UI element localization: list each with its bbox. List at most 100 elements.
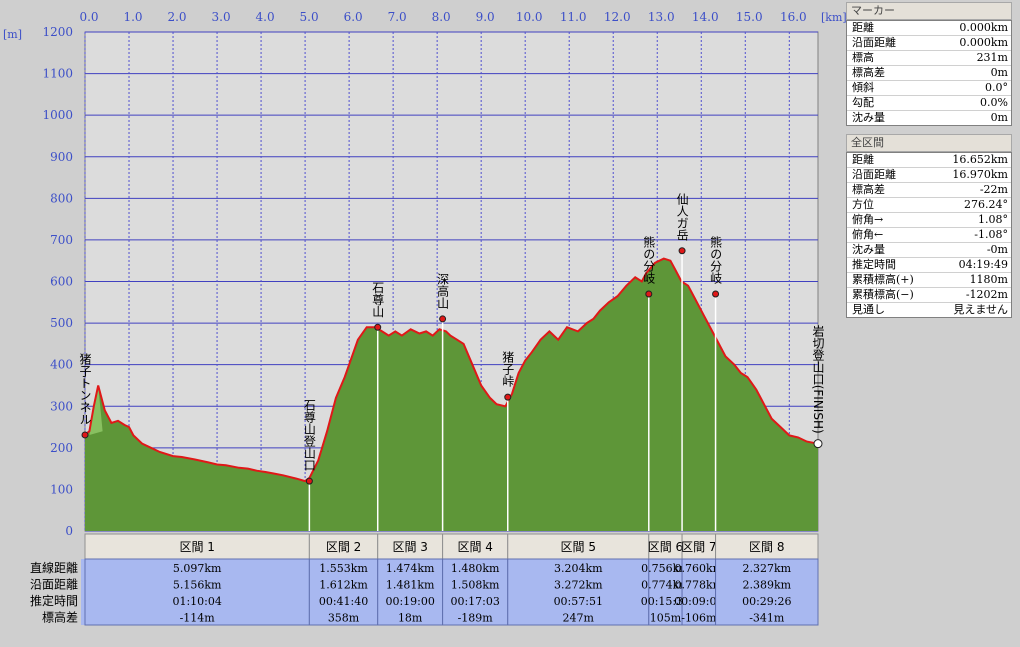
y-tick-label: 200 bbox=[50, 441, 73, 455]
marker-panel: マーカー 距離 0.000km 沿面距離 0.000km 標高 231m 標高差 0m 傾斜 0.… bbox=[846, 2, 1012, 126]
waypoint-label: 仙人ガ岳 bbox=[675, 192, 689, 240]
segment-value: 105m bbox=[650, 612, 682, 625]
marker-value: 0.000km bbox=[959, 21, 1008, 34]
total-row: 見通し 見えません bbox=[847, 303, 1011, 317]
marker-panel-title: マーカー bbox=[846, 2, 1012, 20]
x-tick-label: 7.0 bbox=[388, 10, 407, 24]
segment-body-cell bbox=[715, 558, 819, 626]
y-tick-label: 1100 bbox=[42, 67, 73, 81]
segment-value: 00:17:03 bbox=[450, 595, 499, 608]
marker-key: 標高 bbox=[852, 51, 874, 64]
segment-header-cell bbox=[377, 533, 444, 560]
marker-value: 231m bbox=[976, 51, 1008, 64]
x-tick-label: 15.0 bbox=[736, 10, 763, 24]
segment-value: -341m bbox=[749, 612, 785, 625]
marker-key: 傾斜 bbox=[852, 81, 874, 94]
segment-header-cell bbox=[507, 533, 650, 560]
total-value: 1180m bbox=[969, 273, 1008, 286]
x-axis-unit: [km] bbox=[821, 11, 846, 24]
total-value: 1.08° bbox=[978, 213, 1008, 226]
segment-body-cell bbox=[507, 558, 650, 626]
total-row: 方位 276.24° bbox=[847, 198, 1011, 213]
segment-value: 0.760km bbox=[675, 562, 724, 575]
segment-header-cell bbox=[648, 533, 683, 560]
waypoint-label: 石尊山 bbox=[371, 281, 385, 317]
segment-row-label: 標高差 bbox=[42, 610, 78, 625]
segment-header-cell bbox=[681, 533, 717, 560]
segment-value: 1.474km bbox=[386, 562, 435, 575]
segment-row-label: 直線距離 bbox=[30, 560, 78, 575]
marker-key: 沿面距離 bbox=[852, 36, 896, 49]
total-key: 俯角← bbox=[852, 228, 884, 241]
segment-body-cell bbox=[84, 558, 310, 626]
x-tick-label: 6.0 bbox=[344, 10, 363, 24]
waypoint-marker bbox=[81, 431, 89, 439]
waypoint-label: 石尊山登山口 bbox=[302, 399, 316, 471]
segment-value: -106m bbox=[681, 612, 717, 625]
waypoint-marker bbox=[504, 393, 512, 401]
total-key: 沈み量 bbox=[852, 243, 885, 256]
waypoint-label: 猪子峠 bbox=[501, 351, 515, 387]
marker-key: 距離 bbox=[852, 21, 874, 34]
segment-header-cell bbox=[308, 533, 379, 560]
segment-body-cell bbox=[442, 558, 509, 626]
x-tick-label: 0.0 bbox=[79, 10, 98, 24]
x-tick-label: 14.0 bbox=[692, 10, 719, 24]
marker-value: 0m bbox=[990, 66, 1008, 79]
total-key: 沿面距離 bbox=[852, 168, 896, 181]
waypoint-label: 岩切登山口(FINISH) bbox=[811, 323, 825, 433]
y-tick-label: 700 bbox=[50, 233, 73, 247]
marker-row: 傾斜 0.0° bbox=[847, 81, 1011, 96]
total-row: 距離 16.652km bbox=[847, 153, 1011, 168]
total-row: 累積標高(−) -1202m bbox=[847, 288, 1011, 303]
y-tick-label: 900 bbox=[50, 150, 73, 164]
total-value: 16.652km bbox=[952, 153, 1008, 166]
x-tick-label: 9.0 bbox=[476, 10, 495, 24]
waypoint-marker bbox=[813, 439, 823, 449]
segment-value: 01:10:04 bbox=[172, 595, 221, 608]
segment-value: 358m bbox=[328, 612, 360, 625]
segment-header: 区間 1 bbox=[179, 540, 214, 554]
x-tick-label: 12.0 bbox=[604, 10, 631, 24]
segment-value: 00:29:26 bbox=[742, 595, 791, 608]
y-tick-label: 600 bbox=[50, 275, 73, 289]
total-row: 俯角← -1.08° bbox=[847, 228, 1011, 243]
waypoint-label: 熊の分岐 bbox=[642, 235, 656, 284]
total-key: 累積標高(−) bbox=[852, 288, 914, 301]
x-tick-label: 10.0 bbox=[516, 10, 543, 24]
total-row: 標高差 -22m bbox=[847, 183, 1011, 198]
total-row: 累積標高(+) 1180m bbox=[847, 273, 1011, 288]
total-row: 推定時間 04:19:49 bbox=[847, 258, 1011, 273]
marker-panel-table: 距離 0.000km 沿面距離 0.000km 標高 231m 標高差 0m 傾斜 0.0° 勾配 0… bbox=[846, 20, 1012, 126]
total-key: 方位 bbox=[852, 198, 874, 211]
marker-key: 勾配 bbox=[852, 96, 874, 109]
y-tick-label: 1200 bbox=[42, 25, 73, 39]
x-tick-label: 13.0 bbox=[648, 10, 675, 24]
segment-value: 247m bbox=[563, 612, 595, 625]
total-value: 見えません bbox=[953, 303, 1008, 316]
y-tick-label: 400 bbox=[50, 358, 73, 372]
marker-value: 0.000km bbox=[959, 36, 1008, 49]
segment-header: 区間 6 bbox=[648, 540, 683, 554]
segment-value: 00:41:40 bbox=[319, 595, 368, 608]
segment-header-cell bbox=[442, 533, 509, 560]
segment-value: 2.327km bbox=[742, 562, 791, 575]
marker-row: 勾配 0.0% bbox=[847, 96, 1011, 111]
waypoint-marker bbox=[374, 323, 382, 331]
segment-value: -189m bbox=[458, 612, 494, 625]
marker-value: 0.0° bbox=[985, 81, 1008, 94]
segment-value: 0.778km bbox=[675, 579, 724, 592]
total-value: -1202m bbox=[965, 288, 1008, 301]
x-tick-label: 5.0 bbox=[300, 10, 319, 24]
y-axis-unit: [m] bbox=[3, 28, 22, 41]
waypoint-marker bbox=[712, 290, 720, 298]
segment-body-cell bbox=[308, 558, 379, 626]
total-key: 推定時間 bbox=[852, 258, 896, 271]
segment-value: 3.204km bbox=[554, 562, 603, 575]
total-key: 俯角→ bbox=[852, 213, 884, 226]
segment-value: 1.480km bbox=[451, 562, 500, 575]
segment-header: 区間 2 bbox=[326, 540, 361, 554]
y-tick-label: 800 bbox=[50, 191, 73, 205]
segment-value: 2.389km bbox=[742, 579, 791, 592]
